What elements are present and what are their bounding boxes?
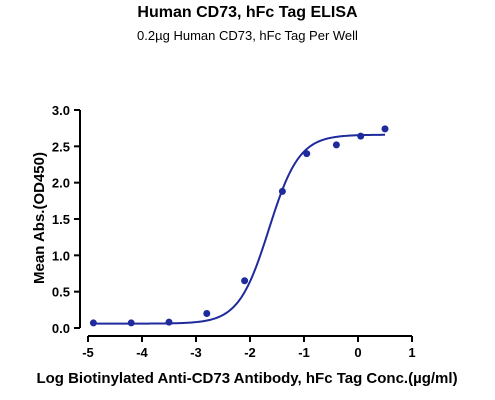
y-tick-label: 3.0	[52, 103, 70, 118]
y-tick-label: 2.5	[52, 139, 70, 154]
x-tick-label: 0	[354, 345, 361, 360]
data-point	[332, 141, 340, 149]
data-point	[203, 309, 211, 317]
y-tick-label: 2.0	[52, 176, 70, 191]
x-tick-label: -4	[136, 345, 148, 360]
x-axis: -5 -4 -3 -2 -1 0 1	[82, 335, 416, 360]
y-tick-label: 0.0	[52, 321, 70, 336]
x-tick-label: -3	[190, 345, 202, 360]
data-point	[165, 318, 173, 326]
data-point	[89, 319, 97, 327]
x-axis-title: Log Biotinylated Anti-CD73 Antibody, hFc…	[36, 370, 457, 387]
y-axis-title: Mean Abs.(OD450)	[31, 152, 48, 284]
data-point	[241, 277, 249, 285]
chart-title: Human CD73, hFc Tag ELISA	[137, 4, 358, 21]
data-point	[127, 319, 135, 327]
x-tick-label: -2	[244, 345, 256, 360]
fit-curve-group	[93, 133, 386, 325]
data-point	[278, 187, 286, 195]
data-point	[381, 125, 389, 133]
y-tick-label: 0.5	[52, 285, 70, 300]
data-points	[89, 125, 389, 327]
data-point	[303, 150, 311, 158]
y-tick-label: 1.5	[52, 212, 70, 227]
y-tick-label: 1.0	[52, 248, 70, 263]
data-point	[357, 132, 365, 140]
fit-curve	[93, 133, 386, 325]
x-tick-label: -1	[298, 345, 310, 360]
chart-subtitle: 0.2µg Human CD73, hFc Tag Per Well	[137, 28, 358, 43]
y-axis: 0.0 0.5 1.0 1.5 2.0 2.5 3.0	[52, 103, 81, 336]
x-tick-label: -5	[82, 345, 94, 360]
x-tick-label: 1	[408, 345, 415, 360]
